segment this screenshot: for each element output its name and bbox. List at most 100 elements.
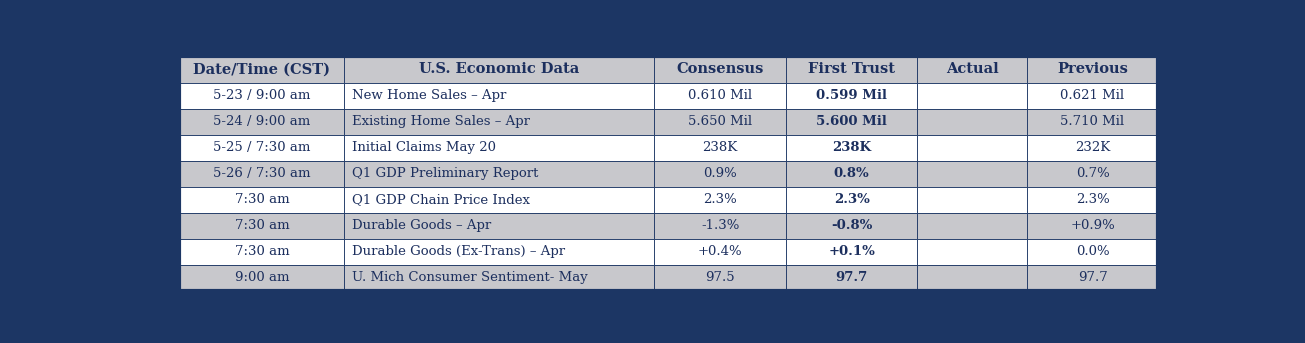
Bar xyxy=(917,161,1027,187)
Text: 5.600 Mil: 5.600 Mil xyxy=(816,115,887,128)
Text: 0.9%: 0.9% xyxy=(703,167,737,180)
Text: -1.3%: -1.3% xyxy=(701,219,740,232)
Bar xyxy=(917,56,1027,83)
Text: Q1 GDP Preliminary Report: Q1 GDP Preliminary Report xyxy=(352,167,539,180)
Bar xyxy=(1027,187,1159,213)
Bar xyxy=(179,239,345,265)
Bar xyxy=(654,187,786,213)
Text: 0.0%: 0.0% xyxy=(1075,245,1109,258)
Text: 5-23 / 9:00 am: 5-23 / 9:00 am xyxy=(213,89,311,102)
Text: Initial Claims May 20: Initial Claims May 20 xyxy=(352,141,496,154)
Bar xyxy=(179,161,345,187)
Bar xyxy=(179,56,1159,291)
Bar xyxy=(1027,213,1159,239)
Bar xyxy=(179,56,345,83)
Text: +0.4%: +0.4% xyxy=(698,245,743,258)
Bar xyxy=(1027,161,1159,187)
Bar xyxy=(786,56,917,83)
Text: 7:30 am: 7:30 am xyxy=(235,219,290,232)
Bar xyxy=(786,135,917,161)
Text: 232K: 232K xyxy=(1075,141,1111,154)
Bar xyxy=(786,265,917,291)
Text: Existing Home Sales – Apr: Existing Home Sales – Apr xyxy=(352,115,530,128)
Text: 5-25 / 7:30 am: 5-25 / 7:30 am xyxy=(213,141,311,154)
Bar xyxy=(179,213,345,239)
Text: Consensus: Consensus xyxy=(676,62,763,76)
Bar xyxy=(786,213,917,239)
Text: 7:30 am: 7:30 am xyxy=(235,245,290,258)
Bar xyxy=(179,187,345,213)
Text: 2.3%: 2.3% xyxy=(1075,193,1109,206)
Bar xyxy=(179,109,345,135)
Text: 5.650 Mil: 5.650 Mil xyxy=(688,115,752,128)
Text: +0.1%: +0.1% xyxy=(829,245,876,258)
Bar xyxy=(917,265,1027,291)
Bar xyxy=(179,83,345,109)
Bar xyxy=(1027,56,1159,83)
Text: 0.8%: 0.8% xyxy=(834,167,869,180)
Bar xyxy=(345,109,654,135)
Bar xyxy=(345,239,654,265)
Bar xyxy=(345,265,654,291)
Bar xyxy=(345,56,654,83)
Bar xyxy=(1027,265,1159,291)
Text: Previous: Previous xyxy=(1057,62,1128,76)
Bar xyxy=(1027,239,1159,265)
Text: 97.7: 97.7 xyxy=(835,271,868,284)
Text: 9:00 am: 9:00 am xyxy=(235,271,290,284)
Bar xyxy=(917,239,1027,265)
Text: +0.9%: +0.9% xyxy=(1070,219,1114,232)
Bar xyxy=(654,109,786,135)
Text: 0.7%: 0.7% xyxy=(1075,167,1109,180)
Bar xyxy=(179,135,345,161)
Text: New Home Sales – Apr: New Home Sales – Apr xyxy=(352,89,506,102)
Bar xyxy=(654,83,786,109)
Bar xyxy=(654,239,786,265)
Bar xyxy=(917,213,1027,239)
Bar xyxy=(917,83,1027,109)
Bar xyxy=(345,161,654,187)
Bar xyxy=(1027,135,1159,161)
Bar xyxy=(345,213,654,239)
Bar xyxy=(654,213,786,239)
Text: 97.5: 97.5 xyxy=(705,271,735,284)
Text: 0.621 Mil: 0.621 Mil xyxy=(1061,89,1125,102)
Bar xyxy=(786,83,917,109)
Bar xyxy=(786,239,917,265)
Text: First Trust: First Trust xyxy=(808,62,895,76)
Bar xyxy=(345,187,654,213)
Text: 238K: 238K xyxy=(702,141,737,154)
Text: 0.610 Mil: 0.610 Mil xyxy=(688,89,752,102)
Text: 238K: 238K xyxy=(833,141,872,154)
Text: U.S. Economic Data: U.S. Economic Data xyxy=(419,62,579,76)
Text: 0.599 Mil: 0.599 Mil xyxy=(816,89,887,102)
Text: 2.3%: 2.3% xyxy=(703,193,737,206)
Bar xyxy=(917,109,1027,135)
Bar xyxy=(786,187,917,213)
Bar xyxy=(179,265,345,291)
Bar xyxy=(654,56,786,83)
Text: 2.3%: 2.3% xyxy=(834,193,869,206)
Text: Actual: Actual xyxy=(946,62,998,76)
Text: 5.710 Mil: 5.710 Mil xyxy=(1061,115,1125,128)
Bar xyxy=(786,161,917,187)
Text: Date/Time (CST): Date/Time (CST) xyxy=(193,62,330,76)
Bar xyxy=(1027,109,1159,135)
Text: Durable Goods – Apr: Durable Goods – Apr xyxy=(352,219,492,232)
Bar xyxy=(654,161,786,187)
Bar xyxy=(917,187,1027,213)
Bar xyxy=(345,83,654,109)
Bar xyxy=(917,135,1027,161)
Text: Durable Goods (Ex-Trans) – Apr: Durable Goods (Ex-Trans) – Apr xyxy=(352,245,565,258)
Text: U. Mich Consumer Sentiment- May: U. Mich Consumer Sentiment- May xyxy=(352,271,589,284)
Text: 97.7: 97.7 xyxy=(1078,271,1108,284)
Bar xyxy=(654,265,786,291)
Text: Q1 GDP Chain Price Index: Q1 GDP Chain Price Index xyxy=(352,193,530,206)
Text: 5-24 / 9:00 am: 5-24 / 9:00 am xyxy=(213,115,311,128)
Bar xyxy=(786,109,917,135)
Bar xyxy=(654,135,786,161)
Text: 7:30 am: 7:30 am xyxy=(235,193,290,206)
Bar xyxy=(1027,83,1159,109)
Text: -0.8%: -0.8% xyxy=(831,219,872,232)
Bar xyxy=(345,135,654,161)
